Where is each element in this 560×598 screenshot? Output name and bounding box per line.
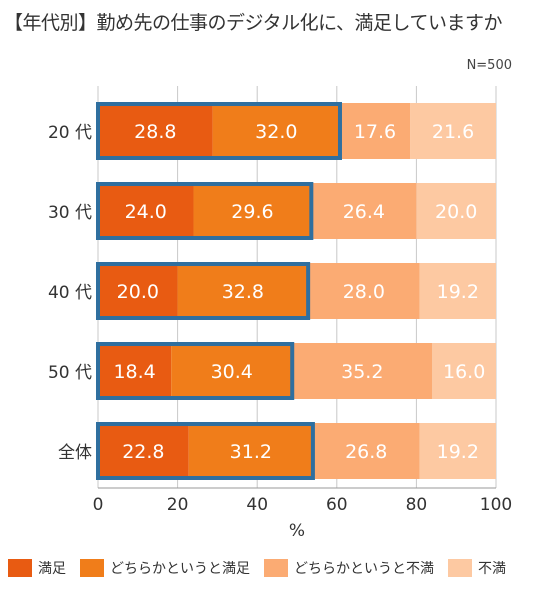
satisfied-total-highlight-2 <box>96 262 311 320</box>
satisfied-total-highlight-1 <box>96 182 314 240</box>
legend-item-3: 不満 <box>448 558 506 578</box>
bar-2-series-3 <box>419 263 496 319</box>
bar-4-series-0 <box>98 423 189 479</box>
data-label-3-1: 30.4 <box>211 361 253 383</box>
data-label-3-3: 16.0 <box>443 361 485 383</box>
sample-size-note: N=500 <box>466 58 512 73</box>
x-tick-label-0: 0 <box>93 495 104 515</box>
data-label-2-0: 20.0 <box>117 281 159 303</box>
bar-4-series-1 <box>188 423 313 479</box>
x-tick-label-60: 60 <box>326 495 348 515</box>
satisfied-total-highlight-4 <box>96 422 315 480</box>
data-label-3-2: 35.2 <box>341 361 383 383</box>
data-label-0-1: 32.0 <box>255 121 297 143</box>
legend-swatch-3 <box>448 559 472 577</box>
legend-label-3: 不満 <box>478 561 506 577</box>
legend-swatch-1 <box>80 559 104 577</box>
category-label-2: 40 代 <box>48 283 92 303</box>
bar-3-series-1 <box>171 343 293 399</box>
bar-3-series-2 <box>292 343 433 399</box>
satisfied-total-highlight-3 <box>96 342 295 400</box>
bar-1-series-3 <box>416 183 496 239</box>
bar-2-series-1 <box>177 263 309 319</box>
x-tick-label-80: 80 <box>406 495 428 515</box>
bar-1-series-0 <box>98 183 194 239</box>
data-label-2-3: 19.2 <box>437 281 479 303</box>
data-label-1-3: 20.0 <box>435 201 477 223</box>
data-label-3-0: 18.4 <box>113 361 155 383</box>
data-label-0-0: 28.8 <box>134 121 176 143</box>
data-label-1-1: 29.6 <box>231 201 273 223</box>
x-tick-label-100: 100 <box>480 495 512 515</box>
data-label-2-2: 28.0 <box>343 281 385 303</box>
legend-item-0: 満足 <box>8 558 66 578</box>
bar-3-series-3 <box>432 343 496 399</box>
bar-3-series-0 <box>98 343 172 399</box>
data-label-4-1: 31.2 <box>230 441 272 463</box>
category-label-0: 20 代 <box>48 123 92 143</box>
data-label-4-3: 19.2 <box>437 441 479 463</box>
legend-swatch-2 <box>264 559 288 577</box>
bar-0-series-3 <box>410 103 496 159</box>
bar-4-series-3 <box>419 423 496 479</box>
category-label-1: 30 代 <box>48 203 92 223</box>
bar-0-series-2 <box>339 103 411 159</box>
data-label-0-2: 17.6 <box>354 121 396 143</box>
legend: 満足 どちらかというと満足 どちらかというと不満 不満 <box>8 556 560 580</box>
category-label-3: 50 代 <box>48 363 92 383</box>
bar-0-series-1 <box>212 103 340 159</box>
data-label-2-1: 32.8 <box>222 281 264 303</box>
bar-1-series-2 <box>311 183 417 239</box>
satisfied-total-highlight-0 <box>96 102 342 160</box>
legend-item-2: どちらかというと不満 <box>264 558 434 578</box>
legend-label-1: どちらかというと満足 <box>110 561 250 577</box>
data-label-4-0: 22.8 <box>122 441 164 463</box>
chart-title: 【年代別】勤め先の仕事のデジタル化に、満足していますか <box>4 12 502 34</box>
legend-label-2: どちらかというと不満 <box>294 561 434 577</box>
bar-4-series-2 <box>312 423 420 479</box>
bar-2-series-0 <box>98 263 178 319</box>
legend-item-1: どちらかというと満足 <box>80 558 250 578</box>
bar-0-series-0 <box>98 103 213 159</box>
data-label-1-0: 24.0 <box>125 201 167 223</box>
bar-2-series-2 <box>308 263 420 319</box>
bar-1-series-1 <box>193 183 312 239</box>
x-tick-label-20: 20 <box>167 495 189 515</box>
legend-label-0: 満足 <box>38 561 66 577</box>
legend-swatch-0 <box>8 559 32 577</box>
x-tick-label-40: 40 <box>246 495 268 515</box>
data-label-0-3: 21.6 <box>432 121 474 143</box>
data-label-4-2: 26.8 <box>345 441 387 463</box>
x-axis-label: % <box>289 521 305 541</box>
data-label-1-2: 26.4 <box>343 201 385 223</box>
category-label-4: 全体 <box>58 443 92 463</box>
